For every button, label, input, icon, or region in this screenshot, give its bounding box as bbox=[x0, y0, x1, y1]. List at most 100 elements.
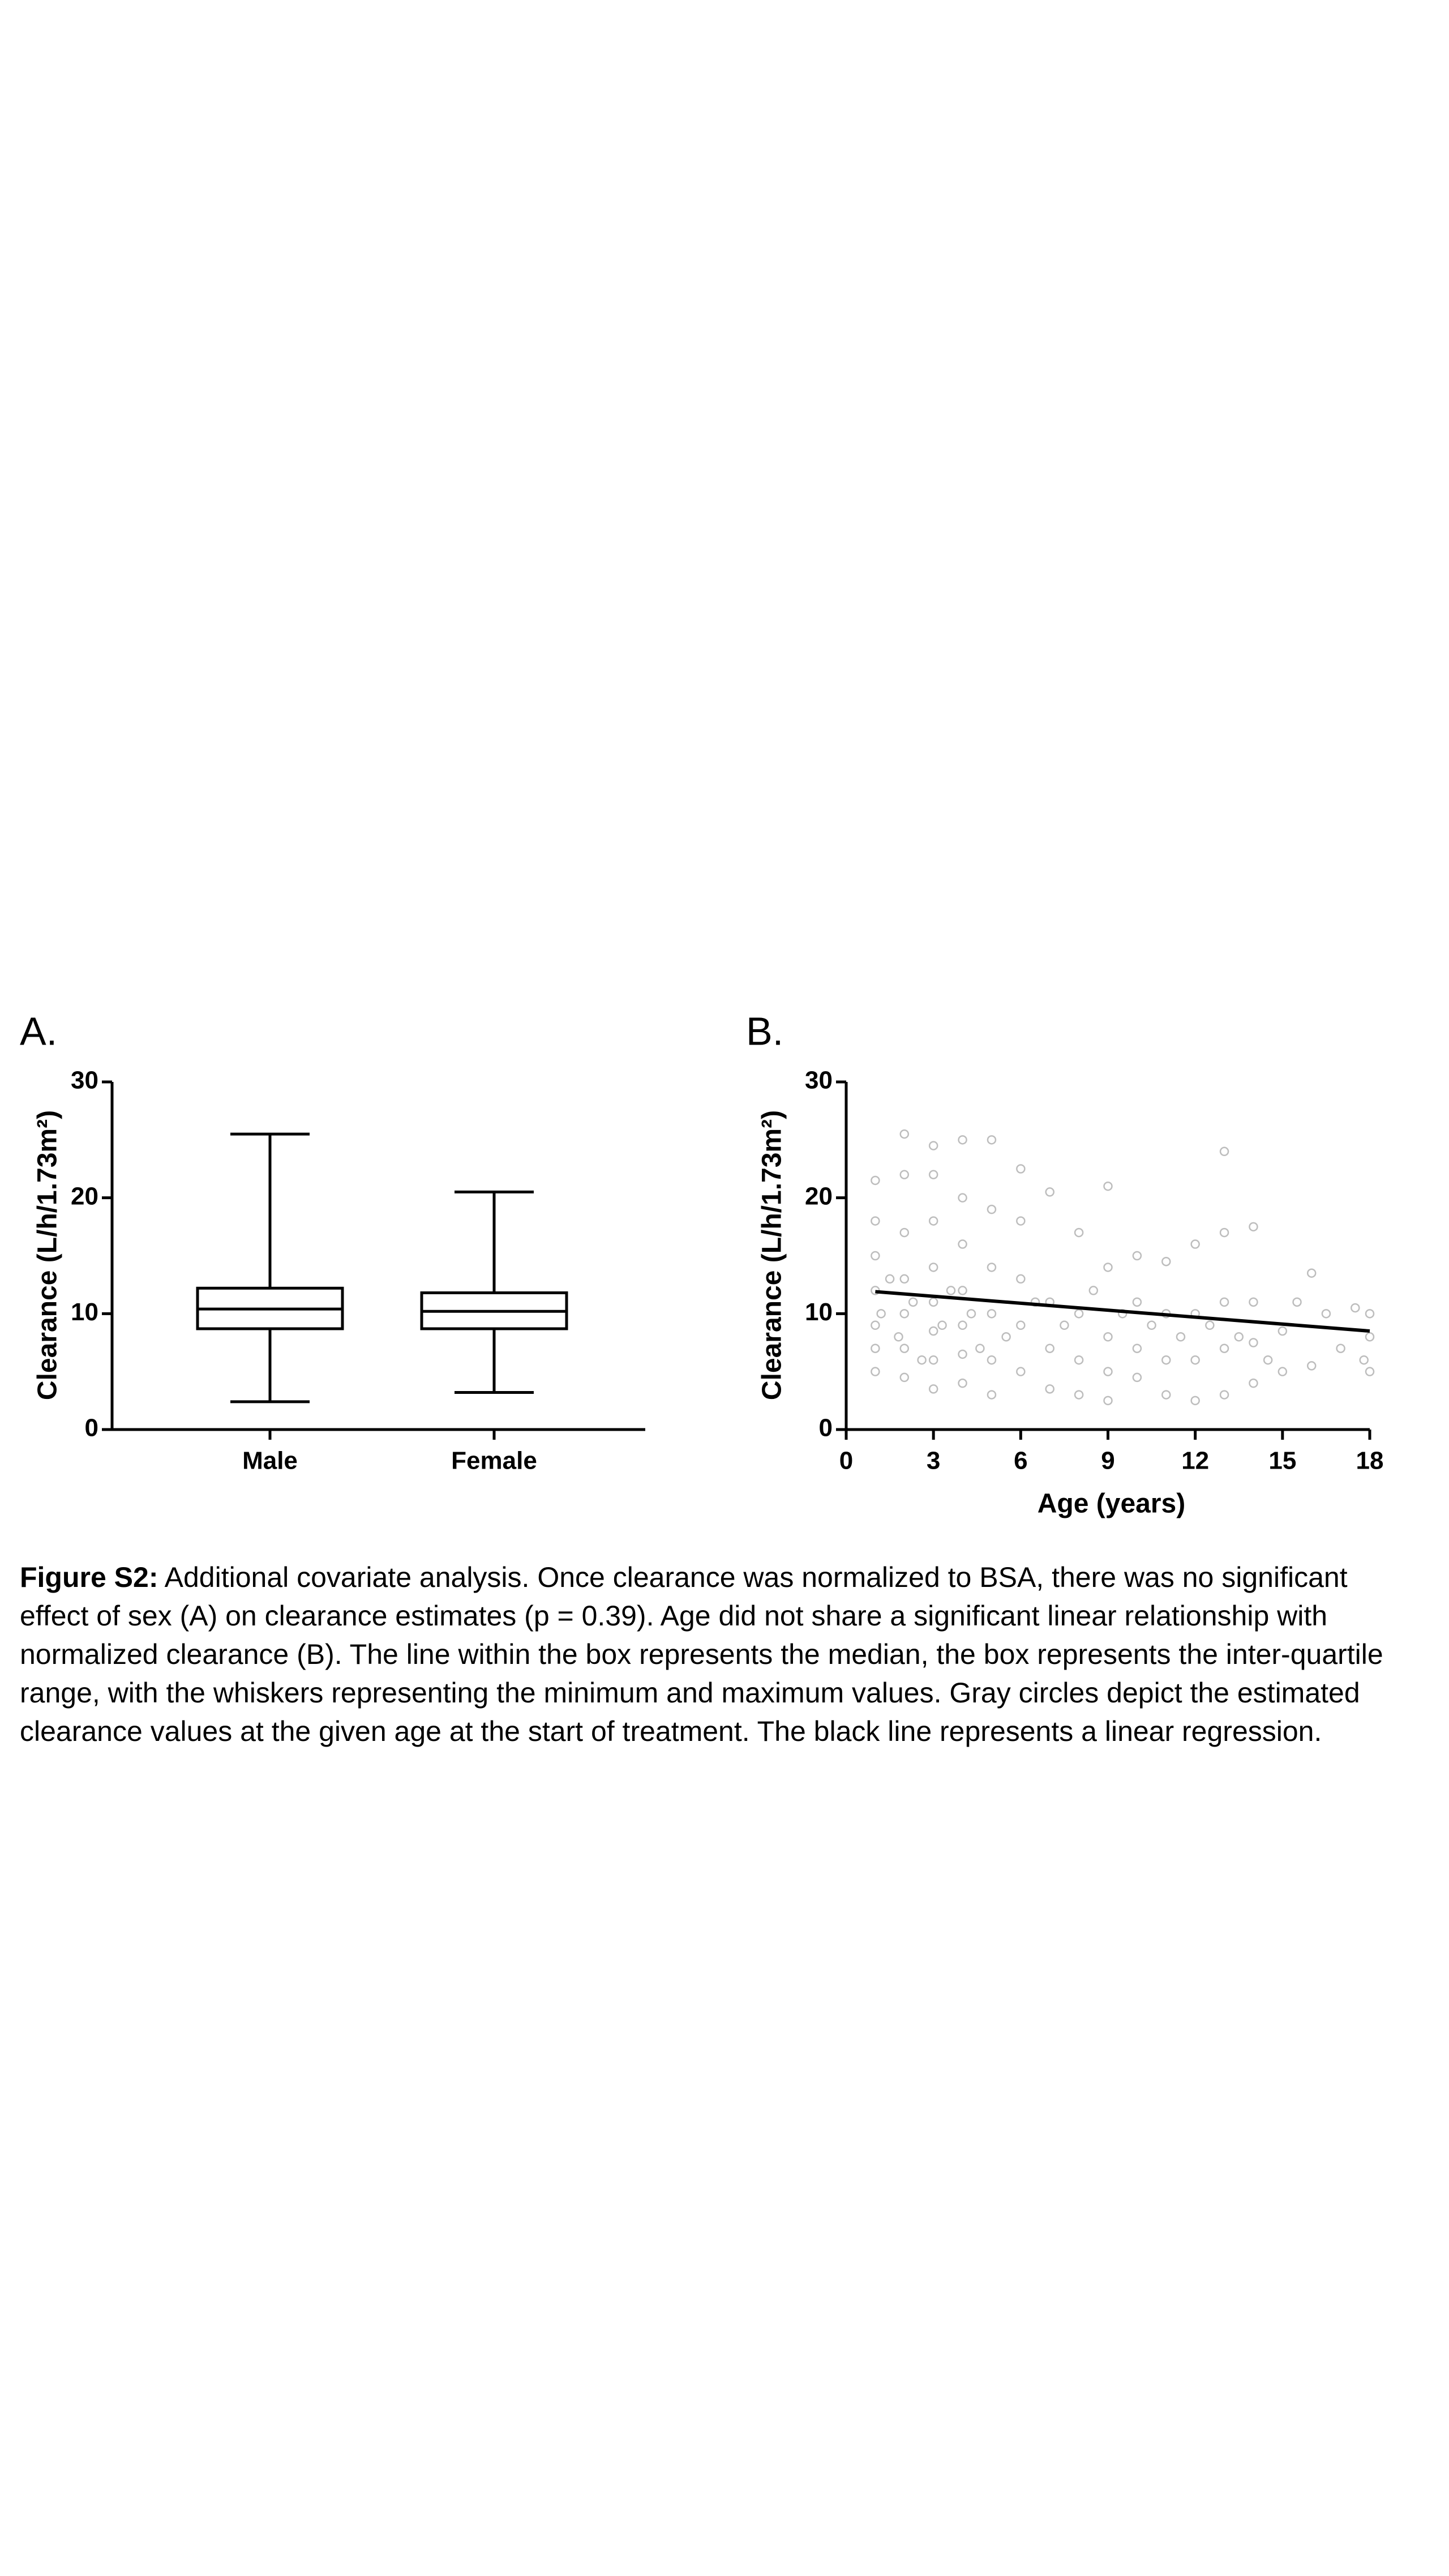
point bbox=[958, 1349, 967, 1359]
point bbox=[928, 1263, 938, 1272]
regression-line bbox=[875, 1290, 1370, 1333]
point bbox=[1103, 1367, 1113, 1376]
point bbox=[958, 1378, 967, 1388]
point bbox=[1176, 1332, 1186, 1342]
x-axis-title: Age (years) bbox=[1038, 1489, 1185, 1519]
caption-text: Additional covariate analysis. Once clea… bbox=[20, 1561, 1383, 1747]
point bbox=[1103, 1332, 1113, 1342]
point bbox=[1190, 1355, 1200, 1365]
y-tick-label: 20 bbox=[805, 1182, 833, 1210]
point bbox=[1074, 1355, 1084, 1365]
point bbox=[958, 1193, 967, 1203]
point bbox=[1234, 1332, 1244, 1342]
point bbox=[871, 1320, 880, 1330]
y-tick-label: 10 bbox=[71, 1298, 98, 1326]
point bbox=[1103, 1396, 1113, 1406]
point bbox=[987, 1135, 997, 1145]
point bbox=[899, 1274, 910, 1284]
point bbox=[894, 1332, 903, 1342]
point bbox=[1016, 1320, 1026, 1330]
point bbox=[1161, 1256, 1171, 1266]
point bbox=[1219, 1146, 1229, 1157]
point bbox=[987, 1204, 997, 1214]
point bbox=[966, 1309, 976, 1319]
point bbox=[1016, 1216, 1026, 1226]
point bbox=[1045, 1187, 1054, 1197]
point bbox=[1249, 1297, 1258, 1307]
point bbox=[899, 1343, 910, 1353]
point bbox=[1088, 1286, 1099, 1295]
point bbox=[928, 1384, 938, 1394]
x-tick-label: 6 bbox=[1014, 1447, 1027, 1475]
point bbox=[1306, 1361, 1317, 1371]
point bbox=[1147, 1320, 1156, 1330]
point bbox=[1277, 1367, 1288, 1376]
point bbox=[928, 1170, 938, 1179]
point bbox=[899, 1227, 910, 1238]
point bbox=[1074, 1309, 1084, 1319]
point bbox=[987, 1355, 997, 1365]
point bbox=[928, 1216, 938, 1226]
point bbox=[1074, 1390, 1084, 1400]
point bbox=[1249, 1338, 1258, 1347]
point bbox=[1292, 1297, 1302, 1307]
point bbox=[871, 1175, 880, 1186]
y-axis-title: Clearance (L/h/1.73m²) bbox=[757, 1110, 787, 1400]
x-tick-label: 9 bbox=[1101, 1447, 1114, 1475]
point bbox=[1074, 1227, 1084, 1238]
caption: Figure S2: Additional covariate analysis… bbox=[20, 1558, 1401, 1751]
point bbox=[1132, 1297, 1142, 1307]
point bbox=[1132, 1372, 1142, 1383]
point bbox=[899, 1129, 910, 1139]
point bbox=[987, 1309, 997, 1319]
point bbox=[1365, 1367, 1375, 1376]
point bbox=[899, 1170, 910, 1179]
x-tick-label: 0 bbox=[839, 1447, 853, 1475]
point bbox=[987, 1263, 997, 1272]
point bbox=[1190, 1239, 1200, 1249]
point bbox=[1219, 1390, 1229, 1400]
point bbox=[1132, 1343, 1142, 1353]
y-tick-label: 0 bbox=[85, 1414, 98, 1442]
point bbox=[899, 1309, 910, 1319]
point bbox=[871, 1367, 880, 1376]
point bbox=[1219, 1227, 1229, 1238]
point bbox=[1016, 1367, 1026, 1376]
point bbox=[1132, 1251, 1142, 1261]
point bbox=[928, 1297, 938, 1307]
point bbox=[1045, 1384, 1054, 1394]
point bbox=[876, 1309, 886, 1319]
point bbox=[908, 1297, 918, 1307]
x-tick-label: 12 bbox=[1181, 1447, 1209, 1475]
y-tick-label: 0 bbox=[819, 1414, 833, 1442]
point bbox=[1249, 1222, 1258, 1232]
point bbox=[1306, 1268, 1317, 1278]
point bbox=[1060, 1320, 1069, 1330]
point bbox=[917, 1355, 927, 1365]
point bbox=[1205, 1320, 1215, 1330]
point bbox=[928, 1355, 938, 1365]
x-tick-label: Male bbox=[242, 1447, 298, 1475]
point bbox=[1161, 1390, 1171, 1400]
point bbox=[885, 1274, 895, 1284]
point bbox=[928, 1141, 938, 1150]
point bbox=[899, 1372, 910, 1383]
point bbox=[1359, 1355, 1369, 1365]
point bbox=[1263, 1355, 1273, 1365]
point bbox=[958, 1320, 967, 1330]
point bbox=[871, 1216, 880, 1226]
point bbox=[1277, 1326, 1288, 1336]
point bbox=[975, 1343, 985, 1353]
point bbox=[958, 1239, 967, 1249]
x-tick-label: 18 bbox=[1356, 1447, 1384, 1475]
y-tick-label: 30 bbox=[805, 1067, 833, 1094]
y-axis-title: Clearance (L/h/1.73m²) bbox=[33, 1110, 63, 1400]
point bbox=[1016, 1164, 1026, 1174]
x-tick-label: Female bbox=[451, 1447, 537, 1475]
point bbox=[1161, 1355, 1171, 1365]
point bbox=[1190, 1396, 1200, 1406]
point bbox=[1351, 1303, 1360, 1313]
point bbox=[1336, 1343, 1345, 1353]
